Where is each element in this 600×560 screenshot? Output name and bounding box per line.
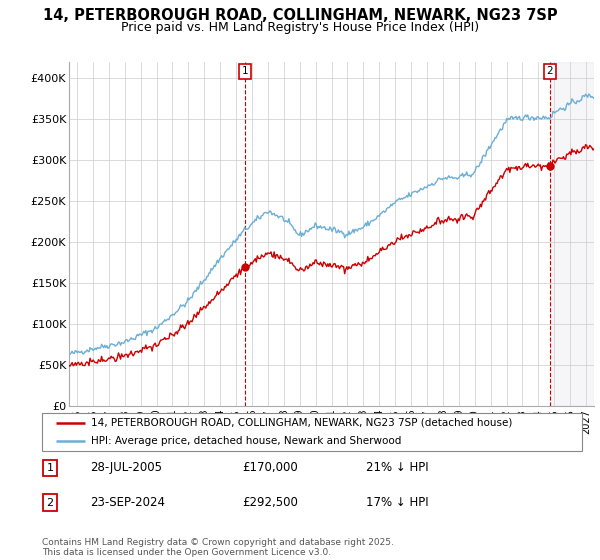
- Text: 2: 2: [547, 67, 553, 77]
- Text: 1: 1: [47, 463, 53, 473]
- Text: Price paid vs. HM Land Registry's House Price Index (HPI): Price paid vs. HM Land Registry's House …: [121, 21, 479, 34]
- Text: £170,000: £170,000: [242, 461, 298, 474]
- Text: 17% ↓ HPI: 17% ↓ HPI: [366, 496, 428, 509]
- Text: 14, PETERBOROUGH ROAD, COLLINGHAM, NEWARK, NG23 7SP (detached house): 14, PETERBOROUGH ROAD, COLLINGHAM, NEWAR…: [91, 418, 512, 428]
- Text: 21% ↓ HPI: 21% ↓ HPI: [366, 461, 428, 474]
- FancyBboxPatch shape: [42, 413, 582, 451]
- Text: 23-SEP-2024: 23-SEP-2024: [91, 496, 166, 509]
- Text: £292,500: £292,500: [242, 496, 298, 509]
- Text: HPI: Average price, detached house, Newark and Sherwood: HPI: Average price, detached house, Newa…: [91, 436, 401, 446]
- Text: 1: 1: [242, 67, 248, 77]
- Text: 28-JUL-2005: 28-JUL-2005: [91, 461, 163, 474]
- Text: Contains HM Land Registry data © Crown copyright and database right 2025.
This d: Contains HM Land Registry data © Crown c…: [42, 538, 394, 557]
- Text: 14, PETERBOROUGH ROAD, COLLINGHAM, NEWARK, NG23 7SP: 14, PETERBOROUGH ROAD, COLLINGHAM, NEWAR…: [43, 8, 557, 24]
- Bar: [550, 62, 594, 406]
- Text: 2: 2: [47, 497, 53, 507]
